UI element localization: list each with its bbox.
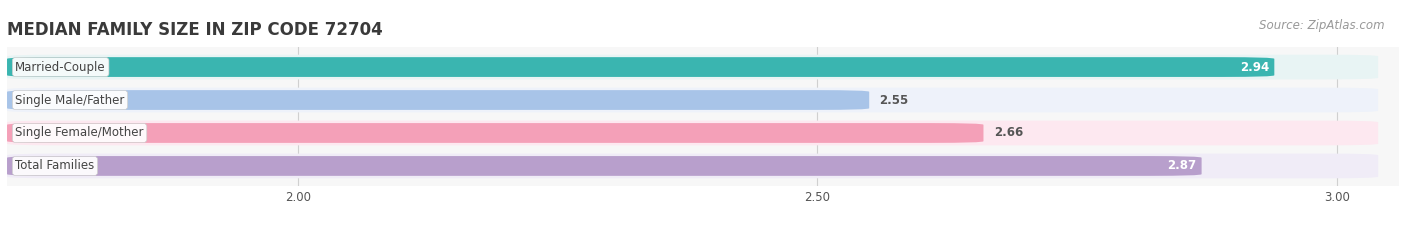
- Text: 2.55: 2.55: [880, 93, 908, 106]
- Text: 2.94: 2.94: [1240, 61, 1270, 74]
- Text: 2.66: 2.66: [994, 127, 1024, 140]
- Text: 2.87: 2.87: [1167, 159, 1197, 172]
- FancyBboxPatch shape: [7, 154, 1378, 178]
- Text: Single Female/Mother: Single Female/Mother: [15, 127, 143, 140]
- FancyBboxPatch shape: [7, 88, 1378, 112]
- FancyBboxPatch shape: [7, 156, 1202, 176]
- FancyBboxPatch shape: [7, 57, 1274, 77]
- Text: Source: ZipAtlas.com: Source: ZipAtlas.com: [1260, 19, 1385, 32]
- Text: MEDIAN FAMILY SIZE IN ZIP CODE 72704: MEDIAN FAMILY SIZE IN ZIP CODE 72704: [7, 21, 382, 39]
- Text: Single Male/Father: Single Male/Father: [15, 93, 125, 106]
- FancyBboxPatch shape: [7, 55, 1378, 79]
- FancyBboxPatch shape: [7, 90, 869, 110]
- Text: Married-Couple: Married-Couple: [15, 61, 105, 74]
- FancyBboxPatch shape: [7, 123, 983, 143]
- Text: Total Families: Total Families: [15, 159, 94, 172]
- FancyBboxPatch shape: [7, 121, 1378, 145]
